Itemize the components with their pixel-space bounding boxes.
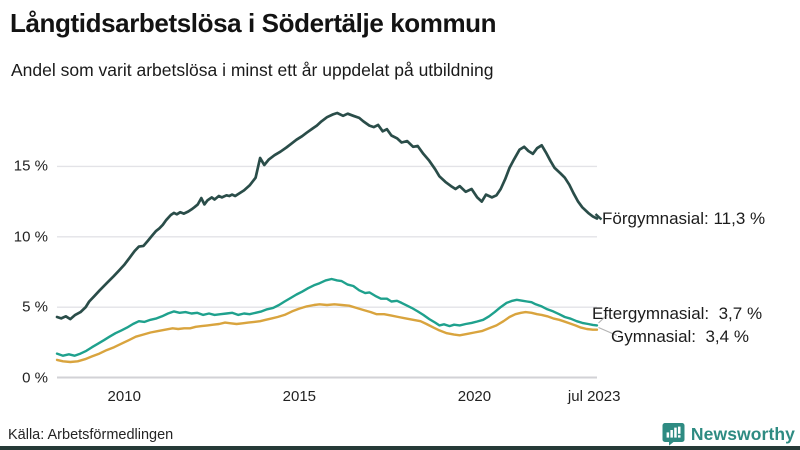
label-connector-förgymnasial	[594, 213, 603, 221]
series-line-gymnasial	[55, 303, 599, 364]
label-connector-eftergymnasial	[598, 314, 608, 324]
x-tick-label: jul 2023	[567, 388, 621, 405]
bottom-accent-bar	[0, 446, 800, 450]
series-line-förgymnasial	[55, 111, 599, 321]
label-connector-gymnasial	[598, 326, 618, 337]
series-end-label-gymnasial: Gymnasial: 3,4 %	[611, 326, 749, 346]
source-label: Källa: Arbetsförmedlingen	[8, 427, 174, 443]
series-line-eftergymnasial	[55, 277, 599, 357]
newsworthy-bar-chart-bubble-icon	[662, 423, 685, 446]
page-subtitle: Andel som varit arbetslösa i minst ett å…	[11, 60, 494, 80]
y-tick-label: 5 %	[22, 298, 48, 316]
y-tick-label: 15 %	[13, 157, 48, 175]
series-end-label-eftergymnasial: Eftergymnasial: 3,7 %	[592, 303, 763, 323]
x-tick-label: 2020	[457, 388, 492, 405]
newsworthy-wordmark: Newsworthy	[690, 423, 795, 444]
series-end-label-förgymnasial: Förgymnasial: 11,3 %	[602, 209, 766, 228]
x-tick-label: 2015	[282, 388, 317, 405]
y-tick-label: 0 %	[22, 369, 48, 386]
page-title: Långtidsarbetslösa i Södertälje kommun	[10, 8, 497, 38]
y-tick-label: 10 %	[13, 228, 48, 246]
x-tick-label: 2010	[107, 388, 141, 405]
newsworthy-logo[interactable]: Newsworthy	[662, 422, 795, 446]
